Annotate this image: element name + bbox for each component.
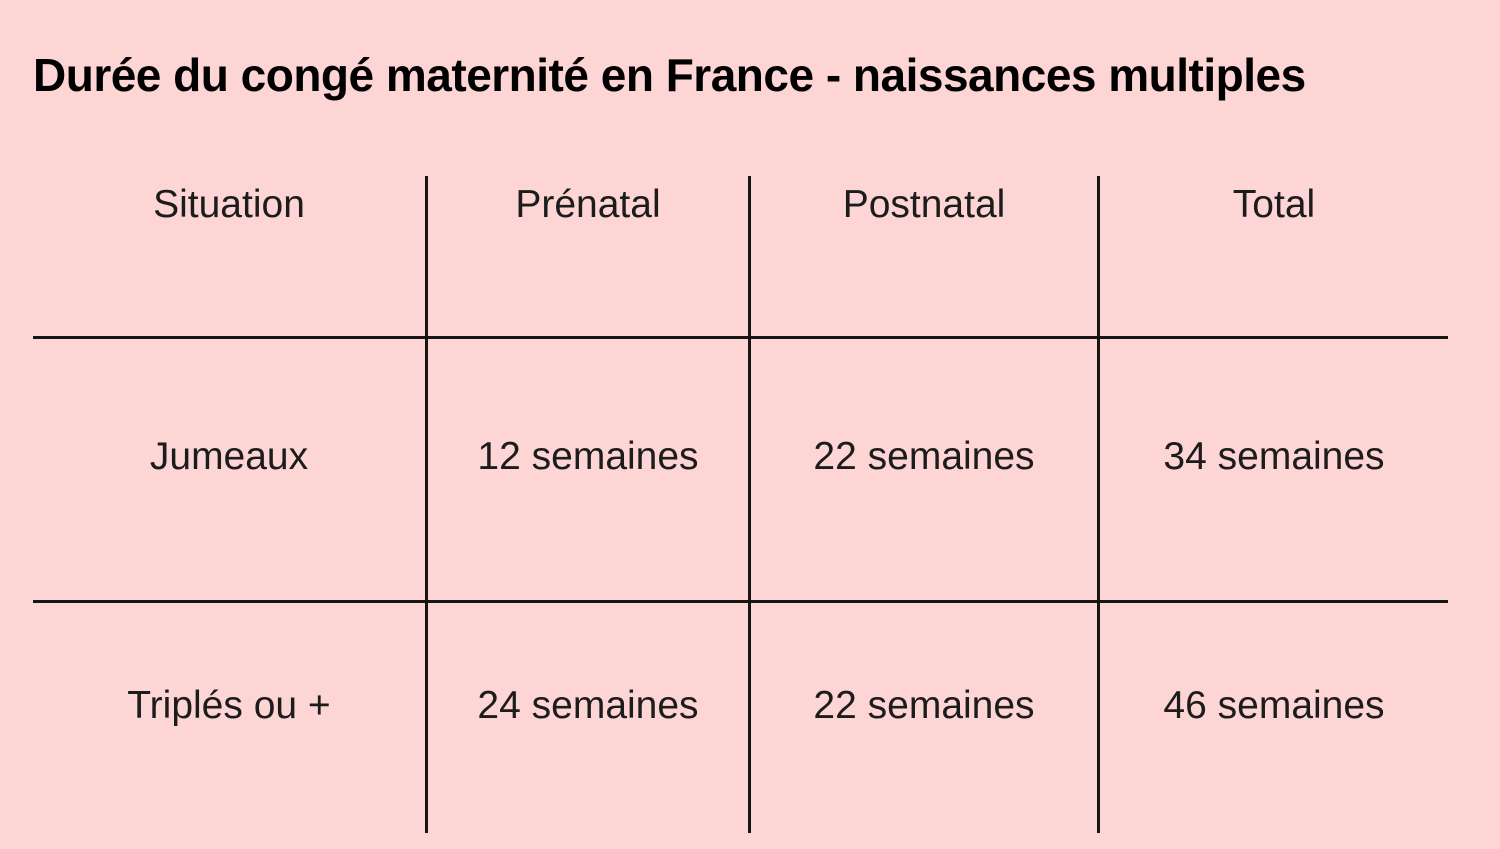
table-divider-vertical-2 bbox=[748, 176, 751, 833]
column-header-total: Total bbox=[1232, 183, 1316, 226]
page-title: Durée du congé maternité en France - nai… bbox=[33, 49, 1306, 101]
column-header-situation: Situation bbox=[153, 183, 305, 226]
cell-triples-prenatal: 24 semaines bbox=[477, 684, 699, 727]
cell-triples-postnatal: 22 semaines bbox=[813, 684, 1035, 727]
column-header-postnatal: Postnatal bbox=[842, 183, 1006, 226]
column-header-prenatal: Prénatal bbox=[515, 183, 661, 226]
table-divider-horizontal-2 bbox=[33, 600, 1448, 603]
table-divider-horizontal-1 bbox=[33, 336, 1448, 339]
cell-triples-situation: Triplés ou + bbox=[127, 684, 331, 727]
cell-jumeaux-postnatal: 22 semaines bbox=[813, 435, 1035, 478]
cell-triples-total: 46 semaines bbox=[1163, 684, 1385, 727]
table-divider-vertical-3 bbox=[1097, 176, 1100, 833]
cell-jumeaux-total: 34 semaines bbox=[1163, 435, 1385, 478]
cell-jumeaux-situation: Jumeaux bbox=[149, 435, 309, 478]
table-divider-vertical-1 bbox=[425, 176, 428, 833]
cell-jumeaux-prenatal: 12 semaines bbox=[477, 435, 699, 478]
